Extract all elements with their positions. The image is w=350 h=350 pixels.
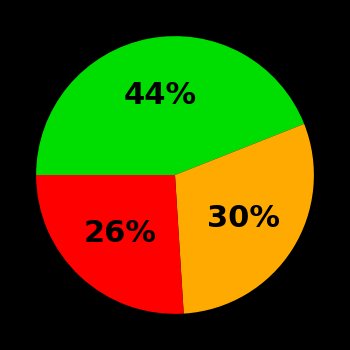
Wedge shape <box>36 175 184 314</box>
Text: 30%: 30% <box>206 204 280 233</box>
Text: 44%: 44% <box>123 81 196 110</box>
Wedge shape <box>175 124 314 314</box>
Wedge shape <box>36 36 304 175</box>
Text: 26%: 26% <box>83 219 156 248</box>
